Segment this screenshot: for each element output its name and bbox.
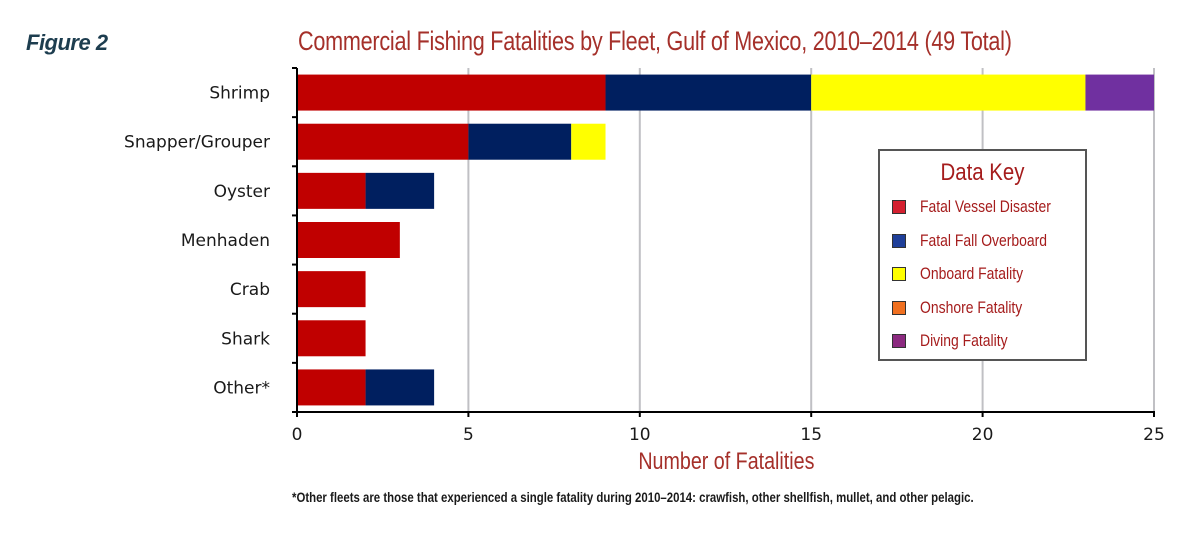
bar-segment bbox=[605, 74, 812, 111]
x-tick-label: 25 bbox=[1143, 425, 1165, 445]
category-label: Menhaden bbox=[181, 231, 270, 251]
legend-title: Data Key bbox=[940, 159, 1025, 186]
legend-swatch bbox=[892, 233, 906, 248]
bar-segment bbox=[297, 123, 469, 160]
category-label: Shark bbox=[221, 329, 270, 349]
x-tick-label: 15 bbox=[800, 425, 822, 445]
chart-title: Commercial Fishing Fatalities by Fleet, … bbox=[298, 26, 1012, 56]
bar-segment bbox=[297, 74, 606, 111]
bars bbox=[297, 74, 1154, 406]
figure-label: Figure 2 bbox=[26, 30, 108, 55]
legend-item: Onboard Fatality bbox=[892, 264, 1046, 284]
legend-label: Onshore Fatality bbox=[920, 297, 1023, 317]
x-axis-label-wrap: Number of Fatalities bbox=[0, 448, 1200, 476]
legend-item: Fatal Fall Overboard bbox=[892, 231, 1075, 251]
x-tick-label: 10 bbox=[629, 425, 651, 445]
x-tick-label: 20 bbox=[972, 425, 994, 445]
legend: Data Key Fatal Vessel Disaster Fatal Fall… bbox=[878, 149, 1087, 361]
legend-item: Fatal Vessel Disaster bbox=[892, 197, 1080, 217]
legend-swatch bbox=[892, 300, 906, 315]
bar-segment bbox=[365, 172, 435, 209]
bar-segment bbox=[811, 74, 1086, 111]
legend-item: Onshore Fatality bbox=[892, 298, 1045, 318]
legend-label: Fatal Vessel Disaster bbox=[920, 197, 1051, 216]
x-axis-label: Number of Fatalities bbox=[637, 448, 815, 475]
tick-labels: 0 5 10 15 20 25 bbox=[292, 425, 1165, 445]
bar-segment bbox=[297, 369, 366, 406]
bar-segment bbox=[297, 271, 366, 308]
legend-label: Onboard Fatality bbox=[920, 264, 1024, 283]
bar-segment bbox=[297, 320, 366, 357]
bar-segment bbox=[297, 222, 400, 258]
category-label: Oyster bbox=[214, 182, 270, 202]
axes bbox=[292, 67, 1155, 417]
bar-segment bbox=[297, 172, 366, 209]
x-tick-label: 5 bbox=[463, 425, 474, 445]
legend-label: Diving Fatality bbox=[920, 331, 1008, 350]
legend-swatch bbox=[892, 267, 906, 281]
legend-label: Fatal Fall Overboard bbox=[920, 230, 1048, 250]
bar-segment bbox=[365, 369, 435, 406]
category-labels: Shrimp Snapper/Grouper Oyster Menhaden Crab S… bbox=[124, 84, 270, 399]
category-label: Other* bbox=[213, 378, 270, 398]
x-tick-label: 0 bbox=[292, 425, 303, 445]
bar-segment bbox=[1085, 74, 1154, 111]
category-label: Shrimp bbox=[209, 84, 270, 104]
category-label: Crab bbox=[230, 280, 270, 300]
legend-item: Diving Fatality bbox=[892, 331, 1027, 351]
bar-segment bbox=[571, 123, 606, 160]
legend-swatch bbox=[892, 200, 906, 214]
footnote: *Other fleets are those that experienced… bbox=[292, 489, 974, 505]
category-label: Snapper/Grouper bbox=[124, 133, 270, 153]
bar-segment bbox=[468, 123, 572, 160]
legend-swatch bbox=[892, 334, 906, 348]
